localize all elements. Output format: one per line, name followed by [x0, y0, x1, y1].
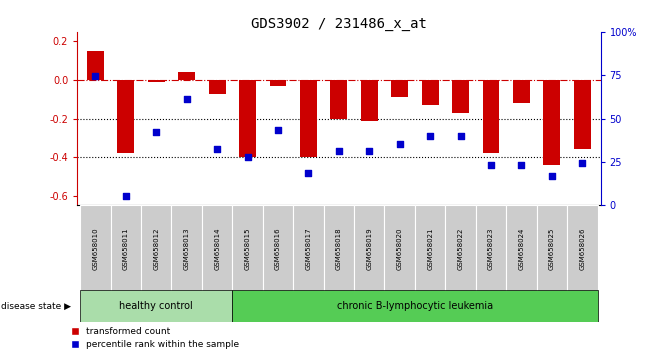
- FancyBboxPatch shape: [111, 205, 141, 292]
- Bar: [513, 80, 530, 103]
- FancyBboxPatch shape: [293, 205, 323, 292]
- FancyBboxPatch shape: [446, 205, 476, 292]
- Bar: [331, 80, 347, 119]
- FancyBboxPatch shape: [476, 205, 506, 292]
- Point: [455, 133, 466, 139]
- Point: [333, 149, 344, 154]
- Text: GSM658024: GSM658024: [519, 228, 525, 270]
- Title: GDS3902 / 231486_x_at: GDS3902 / 231486_x_at: [251, 17, 427, 31]
- Point: [272, 127, 283, 133]
- Point: [242, 154, 253, 160]
- FancyBboxPatch shape: [81, 205, 111, 292]
- Text: GSM658014: GSM658014: [214, 227, 220, 270]
- FancyBboxPatch shape: [232, 205, 263, 292]
- Text: GSM658015: GSM658015: [244, 227, 250, 270]
- Point: [151, 129, 162, 135]
- FancyBboxPatch shape: [202, 205, 232, 292]
- Point: [181, 97, 192, 102]
- FancyBboxPatch shape: [506, 205, 537, 292]
- Bar: [300, 80, 317, 157]
- Point: [121, 193, 132, 199]
- Point: [90, 73, 101, 79]
- Bar: [422, 80, 439, 105]
- Bar: [482, 80, 499, 153]
- Text: GSM658022: GSM658022: [458, 228, 464, 270]
- Bar: [452, 80, 469, 113]
- Point: [395, 141, 405, 147]
- FancyBboxPatch shape: [263, 205, 293, 292]
- FancyBboxPatch shape: [172, 205, 202, 292]
- Text: GSM658023: GSM658023: [488, 227, 494, 270]
- Bar: [544, 80, 560, 165]
- Point: [546, 173, 557, 179]
- Bar: [361, 80, 378, 120]
- Text: disease state ▶: disease state ▶: [1, 302, 71, 311]
- FancyBboxPatch shape: [141, 205, 172, 292]
- Bar: [270, 80, 287, 86]
- Bar: [239, 80, 256, 157]
- Bar: [391, 80, 408, 97]
- Bar: [178, 72, 195, 80]
- Bar: [209, 80, 225, 93]
- Bar: [87, 51, 104, 80]
- FancyBboxPatch shape: [354, 205, 384, 292]
- Point: [425, 133, 435, 139]
- Text: GSM658025: GSM658025: [549, 228, 555, 270]
- Text: GSM658020: GSM658020: [397, 227, 403, 270]
- Point: [486, 162, 497, 168]
- FancyBboxPatch shape: [415, 205, 446, 292]
- FancyBboxPatch shape: [537, 205, 567, 292]
- Text: GSM658017: GSM658017: [305, 227, 311, 270]
- Text: GSM658026: GSM658026: [579, 227, 585, 270]
- Text: GSM658019: GSM658019: [366, 227, 372, 270]
- FancyBboxPatch shape: [384, 205, 415, 292]
- Point: [364, 149, 374, 154]
- Text: GSM658011: GSM658011: [123, 227, 129, 270]
- Text: GSM658013: GSM658013: [184, 227, 190, 270]
- Text: GSM658010: GSM658010: [93, 227, 99, 270]
- FancyBboxPatch shape: [81, 290, 232, 322]
- Text: chronic B-lymphocytic leukemia: chronic B-lymphocytic leukemia: [337, 301, 493, 311]
- Text: GSM658012: GSM658012: [153, 227, 159, 270]
- Text: GSM658021: GSM658021: [427, 227, 433, 270]
- Text: GSM658016: GSM658016: [275, 227, 281, 270]
- Point: [212, 147, 223, 152]
- FancyBboxPatch shape: [323, 205, 354, 292]
- Point: [516, 162, 527, 168]
- Bar: [148, 80, 164, 82]
- Text: GSM658018: GSM658018: [336, 227, 342, 270]
- Text: healthy control: healthy control: [119, 301, 193, 311]
- Bar: [574, 80, 590, 149]
- Point: [303, 170, 314, 175]
- Bar: [117, 80, 134, 153]
- Legend: transformed count, percentile rank within the sample: transformed count, percentile rank withi…: [72, 327, 239, 349]
- Point: [577, 160, 588, 166]
- FancyBboxPatch shape: [567, 205, 597, 292]
- FancyBboxPatch shape: [232, 290, 597, 322]
